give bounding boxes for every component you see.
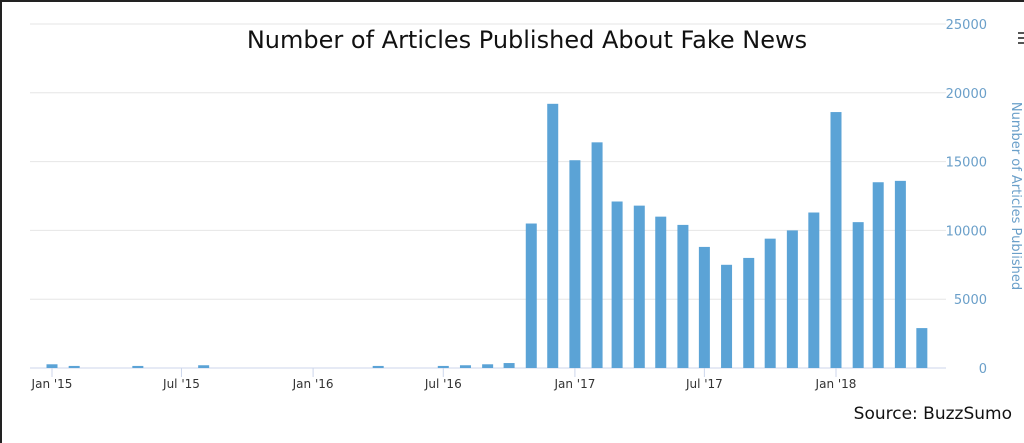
bar-2017-11 (786, 230, 798, 368)
bar-2017-06 (677, 224, 689, 368)
bar-2017-09 (743, 257, 755, 368)
x-tick-label: Jul '17 (685, 377, 723, 391)
hamburger-icon[interactable] (1018, 32, 1024, 47)
x-tick-label: Jan '15 (31, 377, 73, 391)
y-tick-label: 15000 (946, 156, 987, 171)
y-tick-label: 0 (979, 362, 987, 377)
bar-2016-11 (525, 223, 537, 368)
bar-2016-10 (503, 363, 515, 368)
bar-2015-01 (46, 364, 58, 368)
y-tick-label: 25000 (946, 18, 987, 33)
bar-2018-04 (894, 180, 906, 368)
bar-2015-08 (198, 365, 210, 368)
bar-2016-04 (372, 365, 384, 368)
chart-title: Number of Articles Published About Fake … (246, 26, 808, 54)
bar-2016-12 (547, 103, 559, 369)
bar-2018-03 (872, 182, 884, 368)
bar-2017-05 (655, 216, 667, 368)
bar-2017-12 (808, 212, 820, 368)
bar-2018-05 (916, 328, 928, 368)
y-tick-label: 10000 (946, 224, 987, 239)
x-tick-label: Jul '15 (162, 377, 200, 391)
bar-2017-03 (611, 201, 623, 368)
bar-2017-01 (569, 160, 581, 368)
source-caption: Source: BuzzSumo (853, 404, 1012, 424)
bar-2018-02 (852, 222, 864, 368)
bar-2018-01 (830, 112, 842, 369)
x-tick-label: Jan '18 (815, 377, 857, 391)
bar-2016-08 (459, 365, 471, 368)
bar-2017-02 (591, 142, 603, 368)
bar-2017-07 (698, 246, 710, 368)
bar-2016-09 (482, 364, 494, 368)
x-tick-label: Jan '17 (553, 377, 595, 391)
bar-2015-05 (132, 365, 144, 368)
x-tick-label: Jan '16 (292, 377, 334, 391)
x-tick-label: Jul '16 (424, 377, 462, 391)
bar-2017-04 (633, 205, 645, 368)
bar-2016-07 (437, 365, 449, 368)
bar-2017-10 (764, 238, 776, 368)
bar-2015-02 (68, 365, 80, 368)
y-tick-label: 20000 (946, 87, 987, 102)
bar-2017-08 (721, 264, 733, 368)
y-tick-label: 5000 (954, 293, 987, 308)
y-axis-label: Number of Articles Published (1008, 102, 1023, 290)
